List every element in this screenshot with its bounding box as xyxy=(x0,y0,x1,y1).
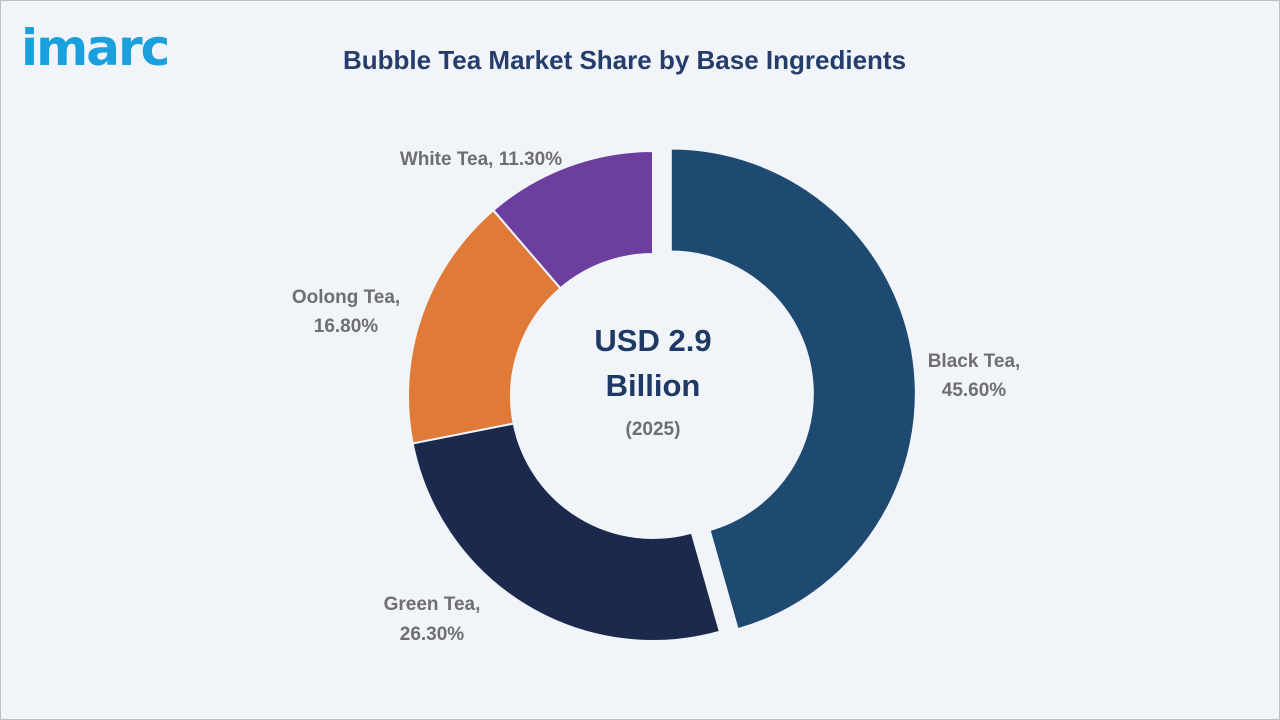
chart-title: Bubble Tea Market Share by Base Ingredie… xyxy=(343,45,907,75)
slice-black-tea xyxy=(669,147,917,631)
label-oolong-tea-value: 16.80% xyxy=(314,316,379,337)
slice-green-tea xyxy=(411,422,722,642)
label-oolong-tea-name: Oolong Tea, xyxy=(292,287,400,308)
center-unit: Billion xyxy=(606,368,701,403)
label-black-tea-value: 45.60% xyxy=(942,380,1007,401)
label-black-tea-name: Black Tea, xyxy=(928,351,1021,372)
label-green-tea-value: 26.30% xyxy=(400,624,465,645)
imarc-logo: imarc xyxy=(21,19,170,77)
center-year: (2025) xyxy=(626,419,681,440)
label-green-tea-name: Green Tea, xyxy=(384,594,481,615)
slice-white-tea xyxy=(491,149,654,290)
center-value: USD 2.9 xyxy=(594,323,711,358)
label-white-tea: White Tea, 11.30% xyxy=(400,149,562,170)
donut-slices xyxy=(407,147,917,642)
